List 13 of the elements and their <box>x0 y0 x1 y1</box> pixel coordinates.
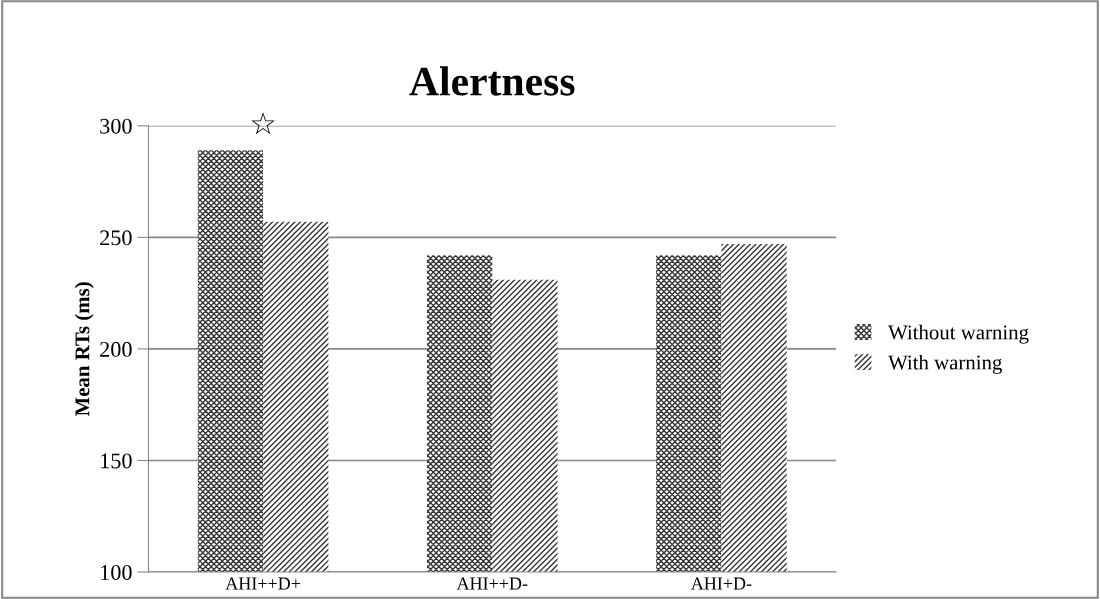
x-tick-label: AHI++D+ <box>225 577 301 590</box>
chart-title: Alertness <box>409 66 575 96</box>
x-tick-label: AHI+D- <box>690 577 752 590</box>
y-tick-label: 100 <box>101 564 132 580</box>
legend-label: Without warning <box>888 324 1029 344</box>
y-tick-label: 300 <box>100 118 132 134</box>
y-axis-title: Mean RTs (ms) <box>74 282 94 417</box>
x-tick-label: AHI++D- <box>456 577 528 590</box>
annotation: ☆ <box>251 112 275 135</box>
y-tick-label: 200 <box>100 341 132 357</box>
legend-label: With warning <box>888 354 1002 374</box>
y-tick-label: 250 <box>100 230 132 246</box>
y-tick-label: 150 <box>101 453 132 469</box>
